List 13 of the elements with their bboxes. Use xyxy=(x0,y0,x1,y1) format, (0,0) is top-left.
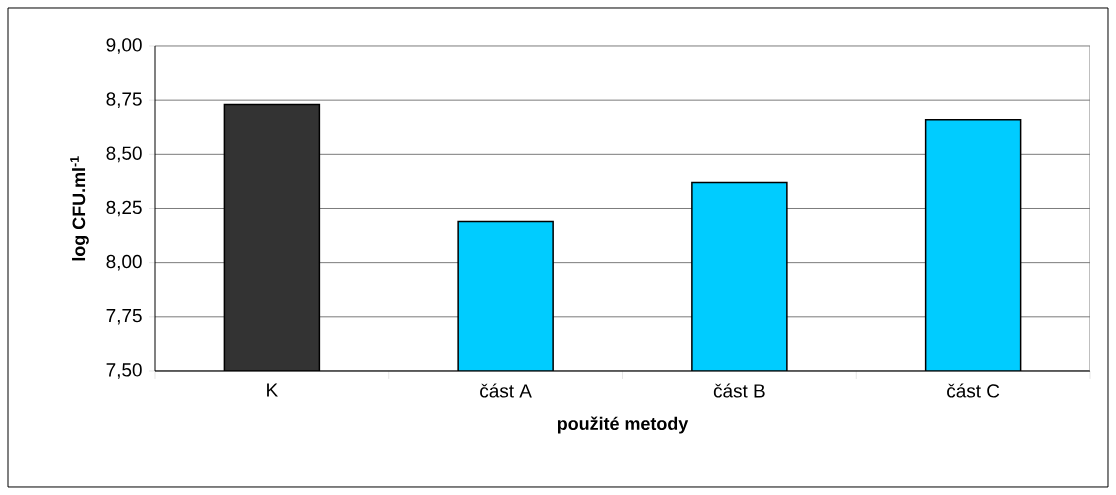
x-tick-label: část A xyxy=(480,383,532,398)
text: log CFU.ml$^{-1}$ xyxy=(70,156,89,261)
x-tick-label: K xyxy=(267,383,278,397)
y-tick-label: 9,00 xyxy=(106,38,142,54)
y-tick-label: 8,50 xyxy=(106,146,142,163)
y-tick-label: 8,25 xyxy=(106,200,142,217)
y-tick-label: 7,50 xyxy=(106,363,142,379)
y-tick-label: 7,75 xyxy=(106,309,142,325)
y-tick-label: 8,75 xyxy=(106,92,142,108)
x-axis-title: použité metody xyxy=(557,416,689,434)
x-tick-label: část C xyxy=(947,383,1000,398)
x-tick-label: část B xyxy=(713,383,765,398)
y-tick-label: 8,00 xyxy=(106,254,142,271)
